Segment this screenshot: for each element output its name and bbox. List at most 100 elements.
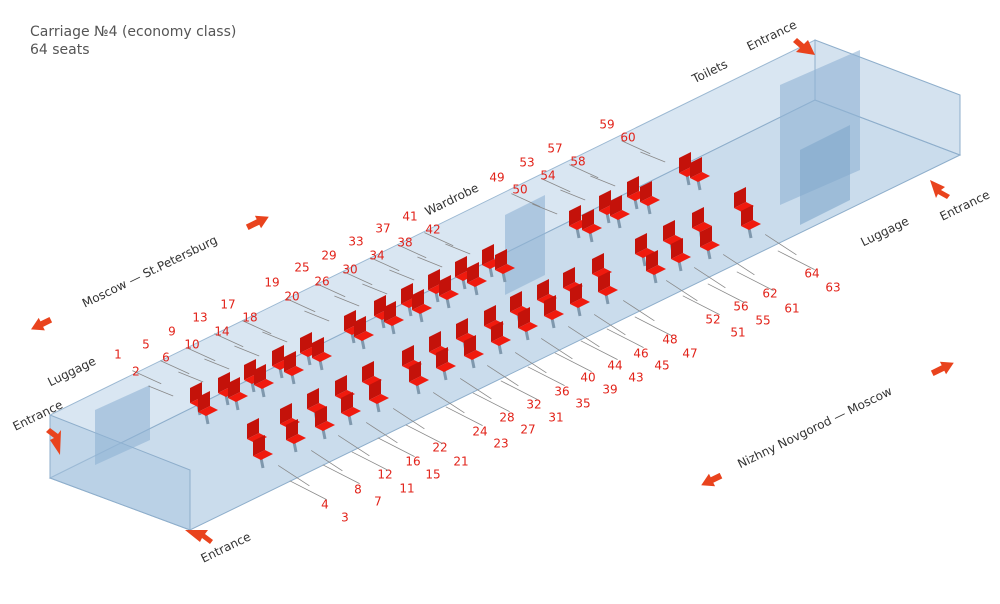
seat-cushion bbox=[484, 320, 504, 330]
seat-number: 27 bbox=[520, 423, 535, 437]
leader-line bbox=[304, 310, 330, 322]
seat-back bbox=[570, 283, 582, 304]
seat-number: 46 bbox=[633, 347, 648, 361]
leader-line bbox=[337, 435, 370, 457]
seat-number: 31 bbox=[548, 411, 563, 425]
leader-line bbox=[554, 352, 592, 372]
leader-line bbox=[334, 295, 360, 307]
seat-back bbox=[218, 372, 230, 393]
seat-back bbox=[671, 238, 683, 259]
seat-back bbox=[369, 379, 381, 400]
seat-back bbox=[484, 305, 496, 326]
subtitle: 64 seats bbox=[30, 42, 90, 58]
seat-back bbox=[286, 419, 298, 440]
seat-cushion bbox=[409, 376, 429, 386]
seat-number: 50 bbox=[512, 183, 527, 197]
leader-line bbox=[148, 385, 174, 397]
seat-back bbox=[599, 190, 611, 211]
arrow bbox=[245, 215, 269, 230]
seat-number: 56 bbox=[733, 300, 748, 314]
leader-line bbox=[214, 333, 244, 348]
leader-line bbox=[682, 295, 720, 315]
seat-number: 29 bbox=[321, 249, 336, 263]
seat-cushion bbox=[491, 336, 511, 346]
leader-line bbox=[365, 422, 398, 444]
seat-back bbox=[312, 337, 324, 358]
seat-back bbox=[692, 207, 704, 228]
seat-cushion bbox=[544, 310, 564, 320]
leader-line bbox=[424, 232, 454, 247]
leader-line bbox=[621, 140, 651, 155]
leader-line bbox=[736, 271, 774, 291]
seat-number: 10 bbox=[184, 338, 199, 352]
seat-back bbox=[244, 359, 256, 380]
seat-number: 37 bbox=[375, 222, 390, 236]
seat-cushion bbox=[646, 265, 666, 275]
seat-number: 36 bbox=[554, 385, 569, 399]
seat-cushion bbox=[335, 390, 355, 400]
entrance-arrow bbox=[793, 38, 815, 55]
leader-line bbox=[392, 408, 425, 430]
seat-back bbox=[335, 375, 347, 396]
area-label: Toilets bbox=[689, 57, 730, 87]
seat-number: 21 bbox=[453, 455, 468, 469]
leader-line bbox=[132, 370, 162, 385]
seat-number: 48 bbox=[662, 333, 677, 347]
seat-number: 17 bbox=[220, 298, 235, 312]
seat-back bbox=[344, 310, 356, 331]
seat-number: 44 bbox=[607, 359, 622, 373]
seat-cushion bbox=[570, 298, 590, 308]
seat-number: 57 bbox=[547, 142, 562, 156]
seat-cushion bbox=[436, 362, 456, 372]
title: Carriage №4 (economy class) bbox=[30, 24, 236, 40]
area-label: Entrance bbox=[199, 529, 253, 565]
seat-number: 23 bbox=[493, 437, 508, 451]
area-label: Entrance bbox=[745, 17, 799, 53]
seat-back bbox=[253, 435, 265, 456]
seat-back bbox=[198, 391, 210, 412]
leader-line bbox=[764, 234, 797, 256]
seat-cushion bbox=[198, 406, 218, 416]
seat-cushion bbox=[518, 322, 538, 332]
leader-line bbox=[286, 298, 316, 313]
seat-number: 8 bbox=[354, 483, 362, 497]
seat-number: 9 bbox=[168, 325, 176, 339]
left-end-wall bbox=[49, 414, 191, 531]
seat-back bbox=[635, 233, 647, 254]
leader-line bbox=[527, 366, 565, 386]
seat-back bbox=[300, 332, 312, 353]
leader-line bbox=[389, 269, 415, 281]
entrance-arrow bbox=[185, 530, 213, 544]
leader-line bbox=[242, 320, 272, 335]
seat-number: 59 bbox=[599, 118, 614, 132]
seat-number: 52 bbox=[705, 313, 720, 327]
leader-line bbox=[405, 424, 443, 444]
seat-cushion bbox=[692, 222, 712, 232]
seat-back bbox=[436, 347, 448, 368]
leader-line bbox=[377, 437, 415, 457]
seat-back bbox=[456, 318, 468, 339]
seat-cushion bbox=[286, 434, 306, 444]
seat-back bbox=[455, 256, 467, 277]
seat-cushion bbox=[284, 366, 304, 376]
seat-back bbox=[679, 152, 691, 173]
seat-cushion bbox=[635, 248, 655, 258]
leader-line bbox=[362, 283, 388, 295]
seat-number: 19 bbox=[264, 276, 279, 290]
seat-back bbox=[741, 205, 753, 226]
leader-line bbox=[777, 250, 815, 270]
leader-line bbox=[707, 283, 745, 303]
seat-cushion bbox=[467, 277, 487, 287]
seat-number: 16 bbox=[405, 455, 420, 469]
seat-back bbox=[354, 316, 366, 337]
seat-cushion bbox=[663, 235, 683, 245]
seat-back bbox=[563, 267, 575, 288]
leader-line bbox=[486, 365, 519, 387]
seat-back bbox=[467, 262, 479, 283]
seat-number: 32 bbox=[526, 398, 541, 412]
seat-cushion bbox=[537, 294, 557, 304]
leader-line bbox=[560, 189, 586, 201]
seat-cushion bbox=[429, 346, 449, 356]
